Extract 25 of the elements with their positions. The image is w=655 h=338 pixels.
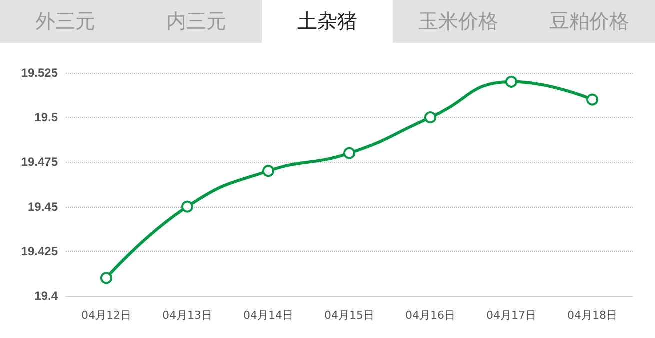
y-tick-label: 19.4 bbox=[34, 289, 58, 303]
point bbox=[424, 112, 436, 124]
point bbox=[182, 200, 194, 213]
x-tick-label: 04月18日 bbox=[568, 309, 618, 322]
x-tick-label: 04月12日 bbox=[82, 309, 132, 322]
x-tick-label: 04月15日 bbox=[324, 309, 374, 322]
text: 玉米价格 bbox=[393, 0, 524, 43]
x-tick-label: 04月17日 bbox=[486, 309, 536, 322]
y-tick-label: 19.5 bbox=[34, 110, 58, 125]
x-tick-label: 04月16日 bbox=[406, 309, 456, 322]
text: 内三元 bbox=[131, 0, 262, 43]
y-tick-label: 19.425 bbox=[21, 244, 58, 258]
point bbox=[586, 94, 598, 106]
text: 外三元 bbox=[0, 0, 131, 43]
point bbox=[262, 165, 274, 178]
x-tick-label: 04月13日 bbox=[162, 309, 212, 322]
y-tick-label: 19.475 bbox=[21, 155, 58, 170]
point bbox=[506, 76, 518, 88]
text: 豆粕价格 bbox=[524, 0, 655, 43]
y-tick-label: 19.525 bbox=[21, 66, 58, 80]
point bbox=[344, 147, 356, 160]
chart-title: 土杂猪 bbox=[262, 0, 393, 43]
y-tick-label: 19.45 bbox=[28, 200, 58, 214]
x-tick-label: 04月14日 bbox=[244, 309, 294, 322]
point bbox=[100, 272, 112, 284]
